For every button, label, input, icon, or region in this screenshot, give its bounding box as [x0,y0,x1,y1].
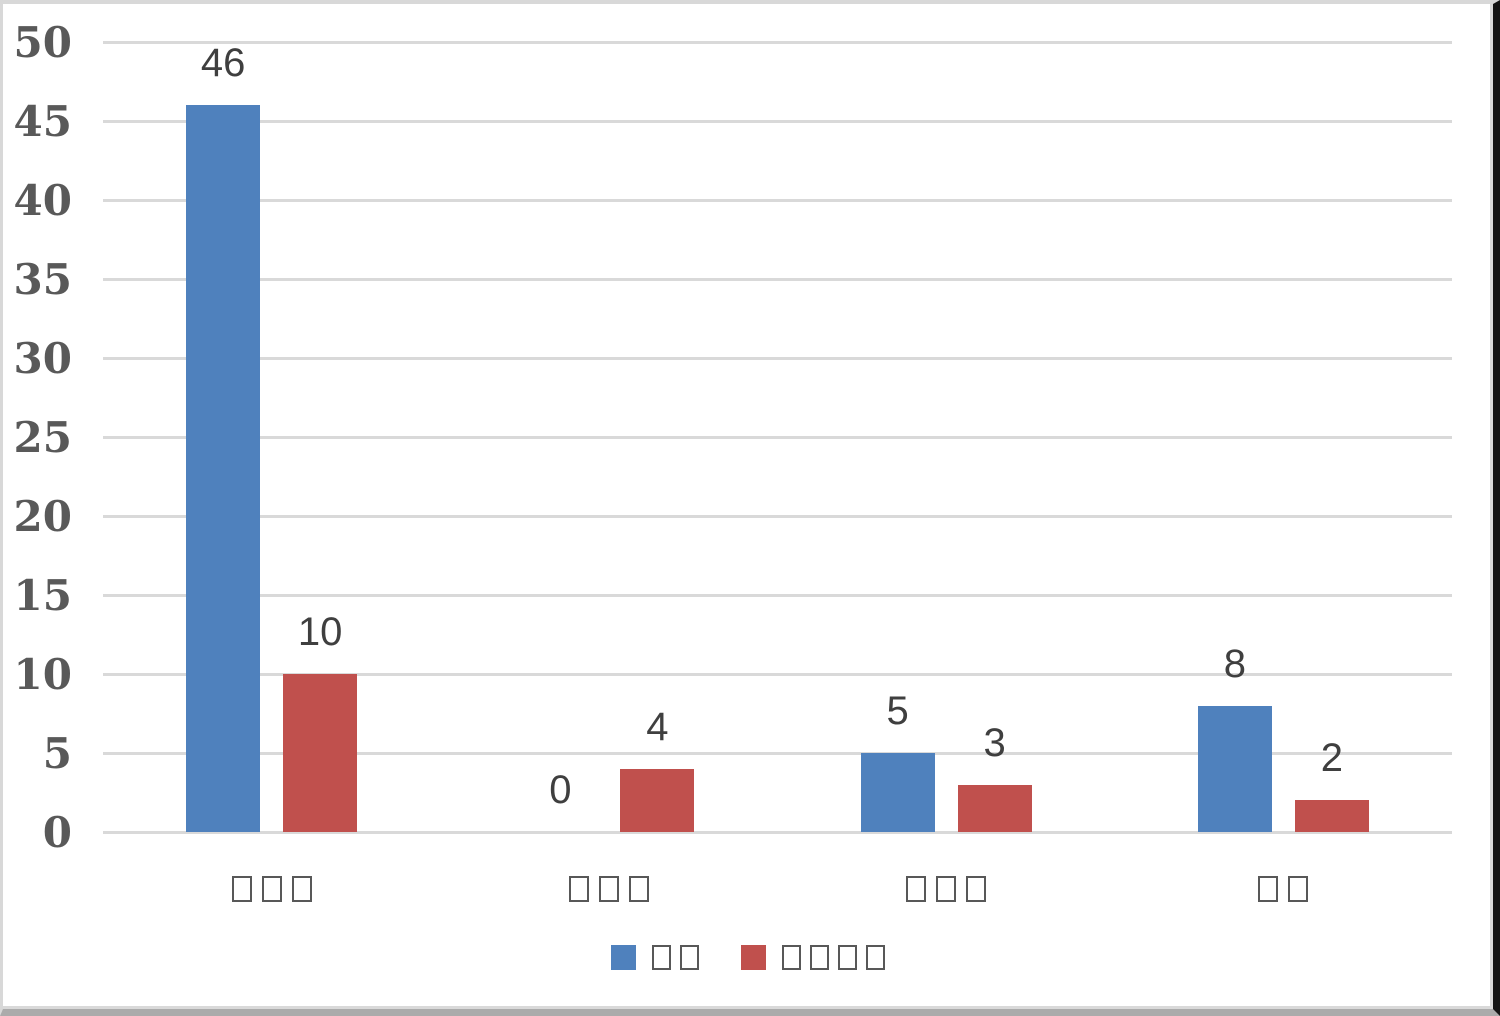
missing-glyph-box [598,876,619,902]
missing-glyph-box [261,876,282,902]
x-axis-category-label [906,876,987,902]
bar-series2-cat4 [1294,800,1369,832]
x-axis-category-label [1258,876,1309,902]
y-axis-tick-label: 25 [13,413,72,462]
gridline [103,594,1452,597]
missing-glyph-box [906,876,927,902]
missing-glyph-box [866,945,885,970]
legend [3,945,1493,970]
missing-glyph-box [1258,876,1279,902]
gridline [103,199,1452,202]
bar-value-label: 10 [297,610,343,654]
bar-series1-cat1 [186,105,261,832]
bar-series1-cat3 [860,753,935,832]
bar-value-label: 5 [886,689,909,733]
missing-glyph-box [936,876,957,902]
y-axis-tick-label: 0 [42,808,72,857]
missing-glyph-box [838,945,857,970]
y-axis-tick-label: 20 [13,492,72,541]
y-axis-tick-label: 5 [42,729,72,778]
legend-swatch [741,945,766,970]
x-axis-category-label [231,876,312,902]
legend-item-series1 [611,945,699,970]
y-axis-tick-label: 50 [13,18,72,67]
y-axis-tick-label: 15 [13,571,72,620]
missing-glyph-box [652,945,671,970]
legend-label [782,945,885,970]
y-axis-tick-label: 30 [13,334,72,383]
gridline [103,515,1452,518]
missing-glyph-box [291,876,312,902]
missing-glyph-box [966,876,987,902]
bar-series2-cat1 [283,674,358,832]
bar-series2-cat3 [957,784,1032,832]
x-axis-category-label [568,876,649,902]
gridline [103,278,1452,281]
y-axis-tick-label: 10 [13,650,72,699]
missing-glyph-box [568,876,589,902]
bar-value-label: 4 [646,704,669,749]
missing-glyph-box [628,876,649,902]
bar-series1-cat4 [1197,705,1272,832]
y-axis-tick-label: 40 [13,176,72,225]
missing-glyph-box [231,876,252,902]
gridline [103,120,1452,123]
legend-label [652,945,699,970]
bar-value-label: 8 [1223,641,1246,686]
bar-value-label: 46 [200,41,246,86]
gridline [103,41,1452,44]
bar-value-label: 2 [1320,736,1343,781]
missing-glyph-box [680,945,699,970]
y-axis-tick-label: 35 [13,255,72,304]
missing-glyph-box [1288,876,1309,902]
gridline [103,357,1452,360]
gridline [103,831,1452,834]
bar-value-label: 0 [549,768,572,812]
gridline [103,436,1452,439]
missing-glyph-box [810,945,829,970]
legend-item-series2 [741,945,885,970]
gridline [103,673,1452,676]
missing-glyph-box [782,945,801,970]
bar-value-label: 3 [983,720,1006,765]
y-axis-tick-label: 45 [13,97,72,146]
gridline [103,752,1452,755]
bar-series2-cat2 [620,768,695,832]
legend-swatch [611,945,636,970]
